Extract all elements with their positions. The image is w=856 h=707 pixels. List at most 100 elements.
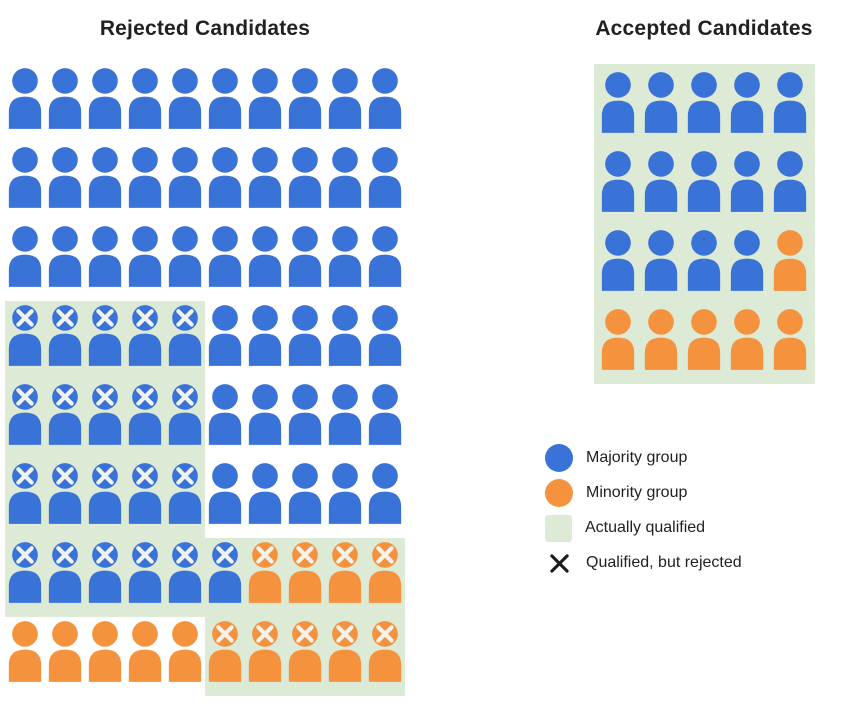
legend-label-majority: Majority group (586, 449, 688, 466)
person-row (596, 147, 812, 226)
person-minority-icon (768, 226, 812, 305)
person-majority-icon (205, 301, 245, 380)
person-majority-qualified-rejected-icon (205, 538, 245, 617)
accepted-candidates-title: Accepted Candidates (595, 17, 813, 40)
person-majority-qualified-rejected-icon (45, 538, 85, 617)
person-majority-icon (682, 68, 726, 147)
person-majority-icon (245, 64, 285, 143)
legend-label-qualified: Actually qualified (585, 519, 706, 536)
person-majority-icon (596, 68, 640, 147)
person-majority-qualified-rejected-icon (165, 380, 205, 459)
person-majority-icon (768, 68, 812, 147)
person-minority-icon (125, 617, 165, 696)
person-majority-icon (125, 143, 165, 222)
person-majority-icon (125, 222, 165, 301)
person-majority-qualified-rejected-icon (125, 380, 165, 459)
person-majority-icon (245, 380, 285, 459)
person-minority-icon (5, 617, 45, 696)
person-majority-qualified-rejected-icon (5, 538, 45, 617)
legend-label-qualified-rejected: Qualified, but rejected (586, 554, 742, 571)
person-minority-qualified-rejected-icon (325, 617, 365, 696)
person-majority-icon (325, 380, 365, 459)
person-minority-qualified-rejected-icon (285, 617, 325, 696)
person-majority-icon (285, 380, 325, 459)
person-row (596, 68, 812, 147)
person-majority-qualified-rejected-icon (45, 380, 85, 459)
person-majority-icon (285, 459, 325, 538)
person-minority-qualified-rejected-icon (285, 538, 325, 617)
legend: Majority group Minority group Actually q… (545, 444, 742, 584)
person-majority-qualified-rejected-icon (5, 380, 45, 459)
person-minority-icon (682, 305, 726, 384)
person-minority-icon (165, 617, 205, 696)
legend-item-minority: Minority group (545, 479, 742, 507)
person-majority-qualified-rejected-icon (125, 301, 165, 380)
person-majority-icon (325, 64, 365, 143)
person-majority-qualified-rejected-icon (125, 538, 165, 617)
legend-label-minority: Minority group (586, 484, 688, 501)
rejected-candidates-grid (5, 64, 405, 696)
person-majority-icon (125, 64, 165, 143)
person-majority-icon (245, 459, 285, 538)
person-minority-qualified-rejected-icon (365, 538, 405, 617)
person-majority-qualified-rejected-icon (165, 459, 205, 538)
person-minority-qualified-rejected-icon (205, 617, 245, 696)
legend-item-qualified-rejected: Qualified, but rejected (545, 549, 742, 577)
legend-item-qualified: Actually qualified (545, 514, 742, 542)
person-majority-icon (5, 64, 45, 143)
person-majority-qualified-rejected-icon (165, 301, 205, 380)
person-majority-icon (85, 143, 125, 222)
person-majority-icon (285, 222, 325, 301)
person-majority-qualified-rejected-icon (45, 459, 85, 538)
person-row (5, 64, 405, 143)
person-majority-icon (365, 64, 405, 143)
person-minority-icon (596, 305, 640, 384)
person-majority-icon (365, 301, 405, 380)
person-majority-icon (165, 222, 205, 301)
person-majority-icon (596, 147, 640, 226)
person-majority-icon (725, 68, 769, 147)
person-majority-icon (5, 143, 45, 222)
person-minority-icon (725, 305, 769, 384)
person-minority-qualified-rejected-icon (245, 538, 285, 617)
person-row (5, 459, 405, 538)
person-majority-icon (639, 147, 683, 226)
person-majority-icon (325, 459, 365, 538)
person-majority-icon (365, 459, 405, 538)
person-minority-icon (85, 617, 125, 696)
actually-qualified-square-icon (545, 514, 572, 542)
person-row (5, 222, 405, 301)
person-row (5, 538, 405, 617)
person-majority-icon (205, 459, 245, 538)
person-majority-icon (85, 222, 125, 301)
person-majority-icon (205, 64, 245, 143)
person-majority-icon (45, 222, 85, 301)
person-row (5, 301, 405, 380)
person-row (596, 226, 812, 305)
rejected-candidates-panel: Rejected Candidates (5, 16, 405, 696)
person-row (596, 305, 812, 384)
person-majority-icon (365, 380, 405, 459)
person-majority-icon (639, 68, 683, 147)
person-row (5, 617, 405, 696)
person-minority-icon (639, 305, 683, 384)
person-minority-icon (45, 617, 85, 696)
person-majority-icon (205, 143, 245, 222)
person-minority-icon (768, 305, 812, 384)
person-majority-icon (205, 222, 245, 301)
person-majority-icon (285, 301, 325, 380)
person-majority-icon (165, 143, 205, 222)
person-minority-qualified-rejected-icon (325, 538, 365, 617)
person-majority-qualified-rejected-icon (45, 301, 85, 380)
person-minority-qualified-rejected-icon (365, 617, 405, 696)
person-majority-icon (285, 143, 325, 222)
person-majority-qualified-rejected-icon (85, 380, 125, 459)
person-majority-qualified-rejected-icon (85, 301, 125, 380)
person-majority-icon (5, 222, 45, 301)
person-majority-icon (45, 143, 85, 222)
person-majority-icon (325, 301, 365, 380)
person-minority-qualified-rejected-icon (245, 617, 285, 696)
legend-item-majority: Majority group (545, 444, 742, 472)
person-majority-icon (85, 64, 125, 143)
